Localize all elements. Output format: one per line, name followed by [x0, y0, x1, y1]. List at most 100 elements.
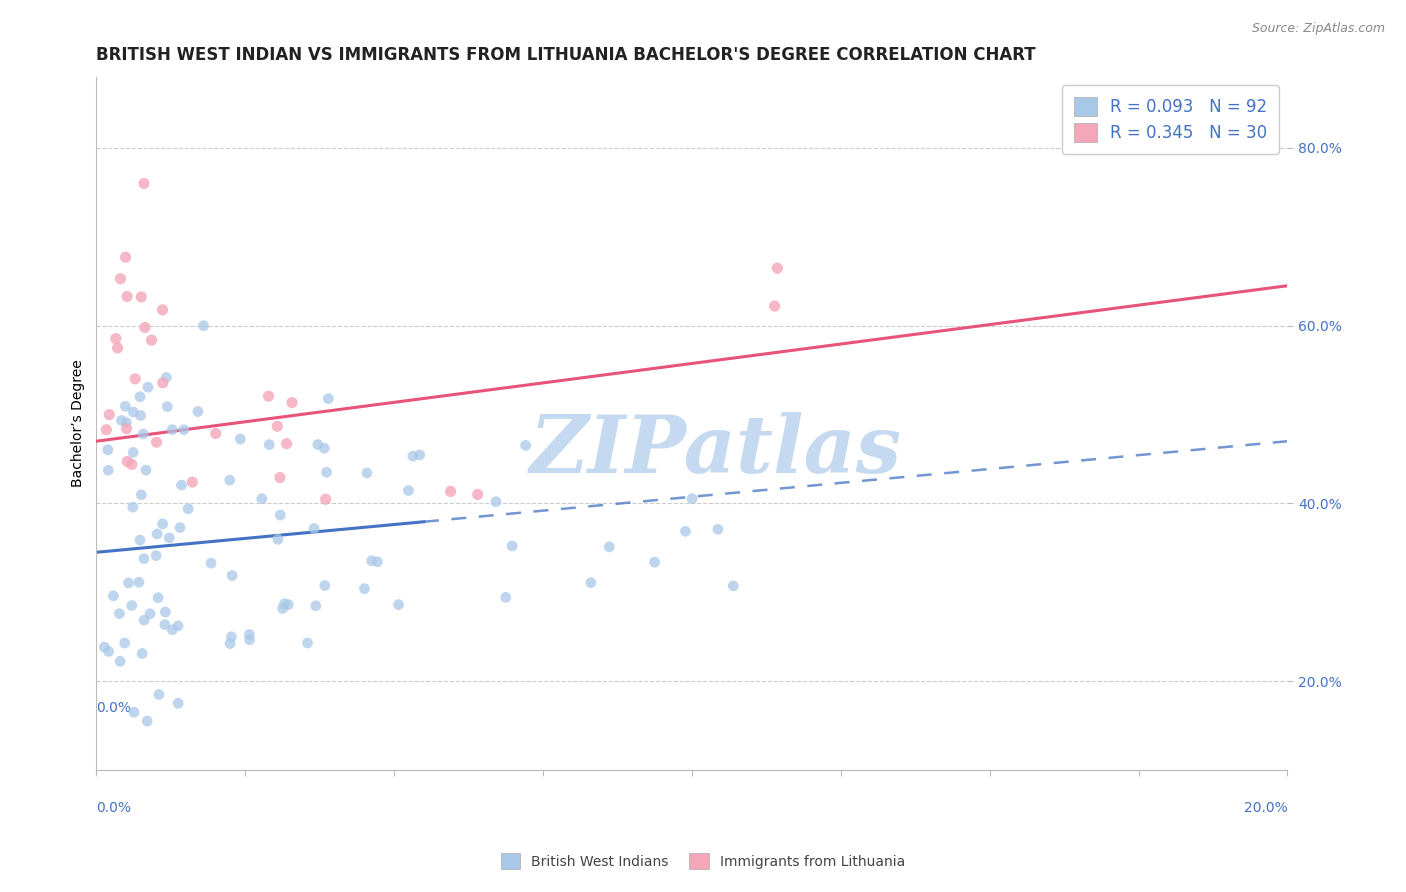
- Y-axis label: Bachelor’s Degree: Bachelor’s Degree: [72, 359, 86, 487]
- Point: [148, 688, 170, 702]
- Point: [160, 423, 183, 437]
- Point: [271, 601, 294, 615]
- Point: [257, 389, 280, 403]
- Point: [239, 632, 262, 647]
- Point: [315, 465, 337, 479]
- Point: [269, 508, 291, 522]
- Point: [115, 422, 138, 436]
- Point: [267, 533, 290, 547]
- Legend: British West Indians, Immigrants from Lithuania: British West Indians, Immigrants from Li…: [494, 847, 912, 876]
- Point: [121, 599, 143, 613]
- Point: [302, 522, 325, 536]
- Point: [131, 290, 153, 304]
- Point: [155, 605, 177, 619]
- Point: [315, 492, 337, 507]
- Point: [132, 551, 155, 566]
- Text: Source: ZipAtlas.com: Source: ZipAtlas.com: [1251, 22, 1385, 36]
- Point: [763, 299, 786, 313]
- Point: [117, 454, 139, 468]
- Point: [122, 445, 145, 459]
- Point: [145, 435, 167, 450]
- Point: [307, 437, 329, 451]
- Point: [129, 409, 152, 423]
- Point: [152, 516, 174, 531]
- Point: [136, 714, 159, 728]
- Point: [495, 591, 517, 605]
- Point: [167, 697, 190, 711]
- Point: [177, 501, 200, 516]
- Point: [145, 549, 167, 563]
- Point: [124, 372, 146, 386]
- Point: [305, 599, 328, 613]
- Point: [707, 522, 730, 536]
- Point: [360, 554, 382, 568]
- Point: [467, 487, 489, 501]
- Point: [121, 500, 143, 515]
- Point: [723, 579, 745, 593]
- Point: [398, 483, 420, 498]
- Point: [598, 540, 620, 554]
- Point: [169, 520, 191, 534]
- Point: [218, 473, 240, 487]
- Text: BRITISH WEST INDIAN VS IMMIGRANTS FROM LITHUANIA BACHELOR'S DEGREE CORRELATION C: BRITISH WEST INDIAN VS IMMIGRANTS FROM L…: [97, 46, 1036, 64]
- Point: [132, 177, 155, 191]
- Point: [579, 575, 602, 590]
- Point: [766, 261, 789, 276]
- Point: [108, 607, 131, 621]
- Text: 0.0%: 0.0%: [97, 800, 131, 814]
- Point: [387, 598, 409, 612]
- Point: [259, 437, 281, 451]
- Point: [219, 636, 242, 650]
- Point: [103, 589, 125, 603]
- Point: [297, 636, 319, 650]
- Point: [152, 376, 174, 390]
- Point: [122, 405, 145, 419]
- Point: [501, 539, 523, 553]
- Text: ZIPatlas: ZIPatlas: [530, 412, 901, 490]
- Point: [96, 423, 118, 437]
- Point: [110, 271, 132, 285]
- Point: [221, 568, 243, 582]
- Point: [193, 318, 215, 333]
- Point: [356, 466, 378, 480]
- Legend: R = 0.093   N = 92, R = 0.345   N = 30: R = 0.093 N = 92, R = 0.345 N = 30: [1062, 86, 1279, 153]
- Point: [117, 576, 139, 591]
- Point: [128, 575, 150, 590]
- Point: [114, 250, 136, 264]
- Point: [115, 289, 138, 303]
- Point: [402, 449, 425, 463]
- Point: [129, 533, 152, 548]
- Point: [152, 302, 174, 317]
- Point: [97, 442, 120, 457]
- Point: [132, 613, 155, 627]
- Point: [129, 390, 152, 404]
- Point: [181, 475, 204, 490]
- Point: [644, 555, 666, 569]
- Point: [146, 527, 169, 541]
- Point: [97, 463, 120, 477]
- Point: [157, 531, 180, 545]
- Point: [121, 458, 143, 472]
- Text: 0.0%: 0.0%: [97, 701, 131, 714]
- Point: [314, 578, 336, 592]
- Point: [141, 333, 163, 347]
- Point: [221, 630, 243, 644]
- Point: [114, 636, 136, 650]
- Point: [281, 395, 304, 409]
- Point: [97, 644, 120, 658]
- Point: [122, 705, 145, 719]
- Point: [366, 555, 388, 569]
- Point: [153, 617, 176, 632]
- Point: [353, 582, 375, 596]
- Point: [115, 416, 138, 430]
- Point: [200, 556, 222, 570]
- Text: 20.0%: 20.0%: [1244, 800, 1288, 814]
- Point: [273, 597, 295, 611]
- Point: [131, 488, 153, 502]
- Point: [136, 380, 159, 394]
- Point: [681, 491, 703, 506]
- Point: [155, 370, 177, 384]
- Point: [250, 491, 273, 506]
- Point: [98, 408, 121, 422]
- Point: [132, 427, 155, 442]
